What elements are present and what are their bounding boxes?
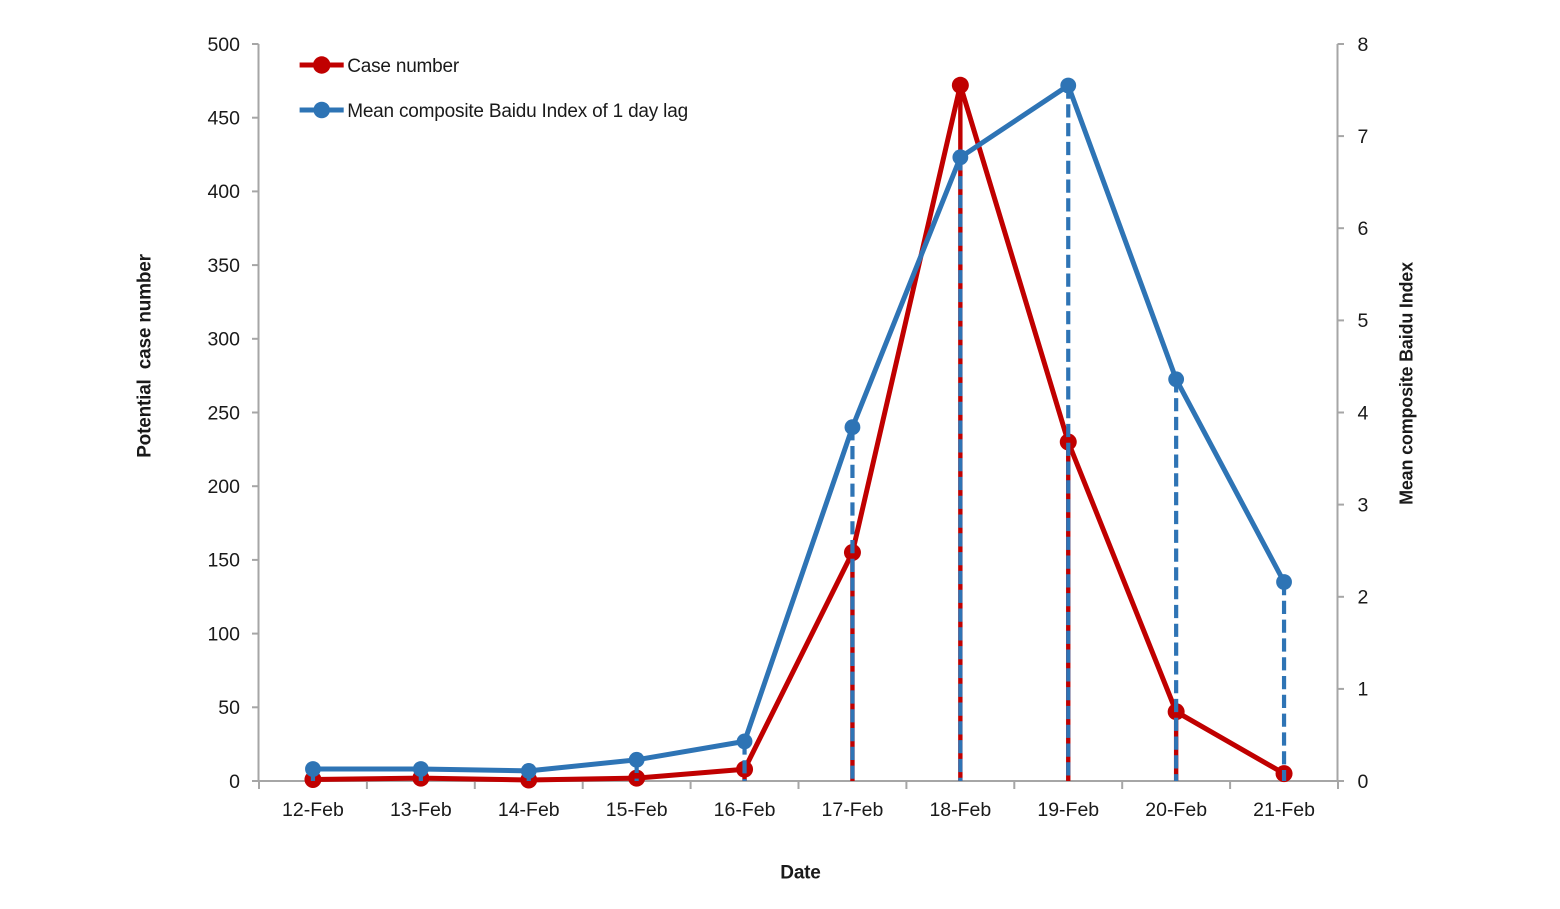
svg-text:Date: Date (780, 862, 820, 883)
svg-text:1: 1 (1358, 679, 1369, 701)
svg-text:5: 5 (1358, 310, 1369, 332)
svg-text:14-Feb: 14-Feb (498, 799, 560, 821)
svg-text:18-Feb: 18-Feb (929, 799, 991, 821)
svg-text:50: 50 (218, 697, 240, 719)
svg-text:250: 250 (207, 402, 240, 424)
svg-text:450: 450 (207, 108, 240, 130)
svg-text:19-Feb: 19-Feb (1037, 799, 1099, 821)
svg-text:0: 0 (1358, 771, 1369, 793)
svg-text:2: 2 (1358, 587, 1369, 609)
svg-text:3: 3 (1358, 494, 1369, 516)
svg-text:21-Feb: 21-Feb (1253, 799, 1315, 821)
svg-text:7: 7 (1358, 126, 1369, 148)
svg-text:350: 350 (207, 255, 240, 277)
svg-text:20-Feb: 20-Feb (1145, 799, 1207, 821)
svg-text:400: 400 (207, 181, 240, 203)
svg-text:Mean composite Baidu Index: Mean composite Baidu Index (1397, 262, 1417, 505)
svg-text:16-Feb: 16-Feb (714, 799, 776, 821)
svg-text:0: 0 (229, 771, 240, 793)
svg-text:500: 500 (207, 34, 240, 56)
svg-text:12-Feb: 12-Feb (282, 799, 344, 821)
svg-text:8: 8 (1358, 34, 1369, 56)
svg-text:15-Feb: 15-Feb (606, 799, 668, 821)
svg-text:4: 4 (1358, 402, 1369, 424)
svg-text:Case number: Case number (347, 56, 460, 77)
svg-text:100: 100 (207, 623, 240, 645)
svg-text:300: 300 (207, 329, 240, 351)
svg-text:17-Feb: 17-Feb (822, 799, 884, 821)
svg-text:Potential case number: Potential case number (135, 253, 156, 457)
svg-text:200: 200 (207, 476, 240, 498)
svg-text:13-Feb: 13-Feb (390, 799, 452, 821)
svg-text:150: 150 (207, 550, 240, 572)
svg-text:6: 6 (1358, 218, 1369, 240)
svg-text:Mean composite Baidu Index of: Mean composite Baidu Index of 1 day lag (347, 101, 688, 122)
